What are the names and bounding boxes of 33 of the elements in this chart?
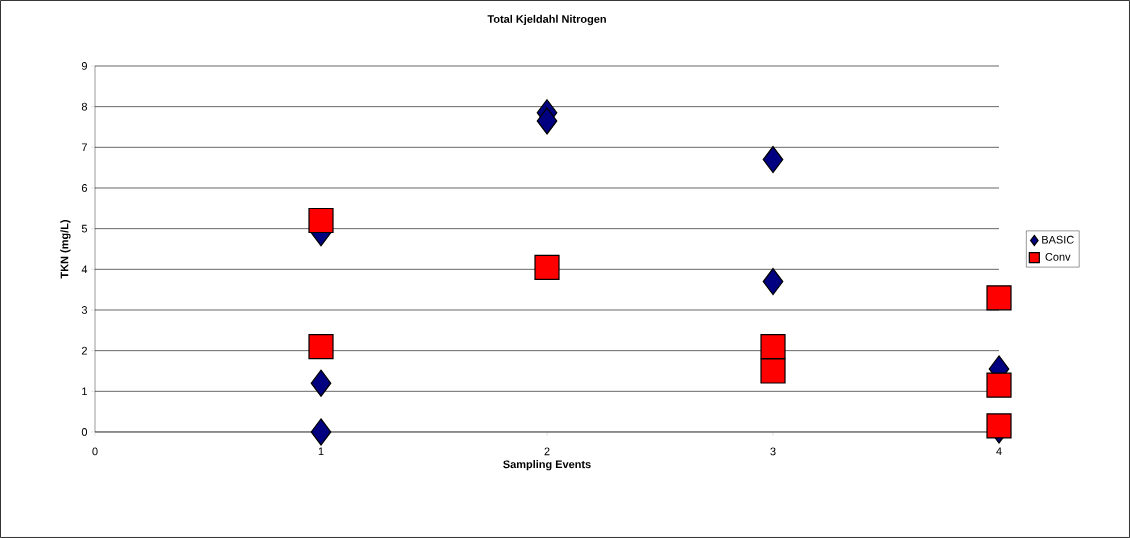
point <box>762 145 784 174</box>
point <box>762 267 784 296</box>
point <box>760 333 786 360</box>
x-tick-label: 2 <box>544 447 550 456</box>
point <box>760 358 786 384</box>
point <box>986 285 1012 311</box>
legend-label: Conv <box>1045 252 1071 261</box>
point <box>536 107 558 135</box>
x-tick-label: 3 <box>770 447 776 456</box>
point <box>310 418 332 446</box>
legend-label: BASIC <box>1042 235 1074 244</box>
chart-title: Total Kjeldahl Nitrogen <box>487 14 606 26</box>
point <box>986 413 1012 439</box>
x-tick-label: 4 <box>996 447 1002 456</box>
x-tick-label: 0 <box>92 447 98 456</box>
point <box>534 254 560 280</box>
y-tick-label: 2 <box>81 346 87 355</box>
y-tick-label: 1 <box>82 387 87 396</box>
y-tick-label: 4 <box>81 265 88 274</box>
y-tick-label: 0 <box>81 428 88 436</box>
point <box>308 333 334 360</box>
x-tick-label: 1 <box>318 447 324 456</box>
y-tick-label: 8 <box>81 102 88 111</box>
y-tick-label: 9 <box>81 62 87 70</box>
y-tick-label: 7 <box>81 143 87 152</box>
y-tick-label: 6 <box>81 184 88 192</box>
y-axis-title: TKN (mg/L) <box>60 220 71 279</box>
x-axis-title: Sampling Events <box>503 460 591 471</box>
y-tick-label: 3 <box>81 306 88 314</box>
point <box>308 207 334 234</box>
point <box>310 369 332 397</box>
y-tick-label: 5 <box>81 224 88 233</box>
point <box>986 372 1012 398</box>
